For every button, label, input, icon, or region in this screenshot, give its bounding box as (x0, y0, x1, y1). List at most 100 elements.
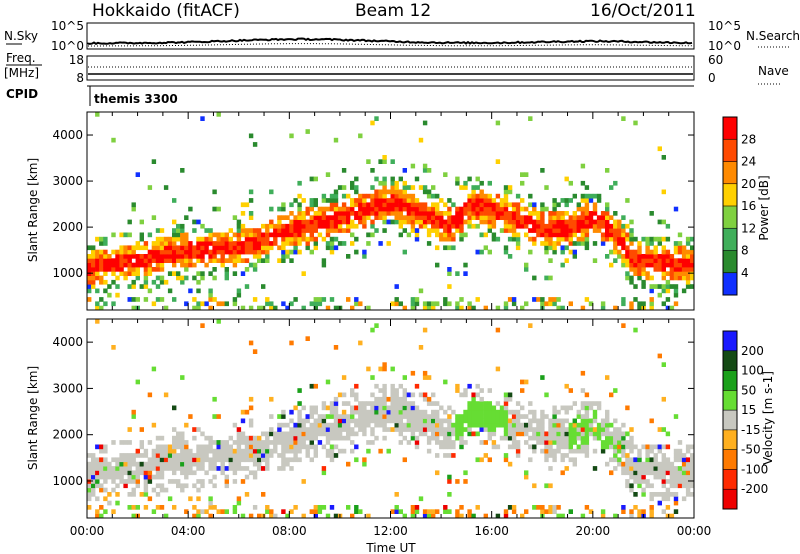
velocity-cell (685, 487, 691, 493)
velocity-cell (208, 505, 213, 510)
power-cell (532, 228, 537, 233)
velocity-cell (281, 440, 286, 445)
velocity-cell (151, 422, 157, 428)
power-cell (568, 249, 573, 255)
power-cell (507, 215, 513, 220)
velocity-cell (471, 431, 476, 437)
power-cell (135, 271, 140, 276)
power-cell (629, 301, 634, 307)
power-cell (188, 254, 193, 259)
velocity-cell (180, 440, 185, 445)
power-cell (548, 232, 553, 238)
velocity-cell (483, 440, 488, 445)
power-cell (252, 232, 258, 238)
velocity-cell (540, 414, 545, 419)
power-cell (685, 249, 691, 255)
velocity-cell (244, 492, 250, 497)
power-cell (548, 215, 553, 220)
velocity-colorbar-tick-label: 50 (741, 383, 756, 397)
velocity-cell (479, 422, 484, 428)
velocity-colorbar-swatch (723, 410, 737, 431)
velocity-cell (499, 409, 505, 415)
power-cell (459, 236, 464, 242)
power-cell (645, 258, 650, 263)
velocity-cell (605, 427, 610, 432)
power-cell (224, 267, 229, 272)
power-cell (633, 297, 638, 302)
power-cell (277, 223, 282, 229)
power-cell (479, 206, 484, 212)
power-cell (609, 185, 614, 190)
power-cell (503, 223, 509, 229)
velocity-cell (629, 440, 634, 445)
power-cell (366, 232, 371, 238)
power-cell (580, 215, 586, 220)
power-cell (354, 301, 359, 307)
power-colorbar-tick-label: 12 (741, 221, 756, 235)
power-cell (431, 219, 436, 225)
power-cell (524, 219, 529, 225)
velocity-cell (580, 414, 586, 419)
power-cell (265, 258, 270, 263)
velocity-cell (511, 409, 517, 415)
power-cell (556, 223, 561, 229)
power-cell (236, 219, 242, 225)
velocity-cell (293, 431, 298, 437)
power-cell (447, 198, 452, 203)
power-cell (293, 236, 298, 242)
velocity-cell (495, 418, 501, 424)
velocity-cell (443, 453, 448, 458)
velocity-cell (390, 388, 395, 393)
power-cell (309, 301, 314, 307)
velocity-cell (422, 513, 428, 519)
power-cell (520, 223, 525, 229)
velocity-cell (248, 440, 254, 445)
velocity-cell (528, 323, 533, 328)
power-cell (625, 271, 630, 276)
nsky-label: N.Sky (4, 29, 38, 43)
velocity-cell (358, 401, 363, 406)
power-cell (471, 185, 476, 190)
velocity-cell (572, 435, 577, 441)
velocity-cell (499, 418, 505, 424)
power-cell (248, 189, 254, 195)
velocity-cell (180, 431, 185, 437)
velocity-cell (329, 431, 335, 437)
velocity-cell (507, 435, 513, 441)
velocity-cell (560, 435, 565, 441)
power-cell (269, 241, 274, 246)
velocity-cell (657, 500, 662, 506)
power-cell (410, 206, 416, 212)
power-cell (188, 249, 193, 255)
power-cell (511, 297, 517, 302)
velocity-cell (471, 513, 476, 519)
power-cell (633, 262, 638, 268)
power-cell (475, 176, 480, 182)
power-cell (669, 275, 675, 281)
velocity-cell (269, 513, 274, 519)
power-cell (91, 249, 96, 255)
velocity-cell (605, 418, 610, 424)
power-cell (297, 223, 302, 229)
velocity-cell (297, 388, 302, 393)
power-cell (665, 288, 671, 294)
power-cell (552, 219, 557, 225)
velocity-cell (163, 513, 169, 519)
power-cell (487, 249, 492, 255)
power-cell (184, 245, 189, 251)
velocity-cell (617, 457, 622, 463)
velocity-cell (690, 483, 695, 489)
velocity-cell (135, 470, 140, 476)
power-cell (305, 241, 310, 246)
velocity-cell (657, 466, 662, 471)
power-cell (99, 262, 104, 268)
velocity-cell (402, 401, 407, 406)
power-cell (479, 219, 484, 225)
power-cell (285, 232, 290, 238)
velocity-cell (240, 513, 246, 519)
power-cell (192, 245, 197, 251)
velocity-cell (354, 505, 359, 510)
power-cell (188, 206, 193, 212)
velocity-cell (236, 431, 242, 437)
